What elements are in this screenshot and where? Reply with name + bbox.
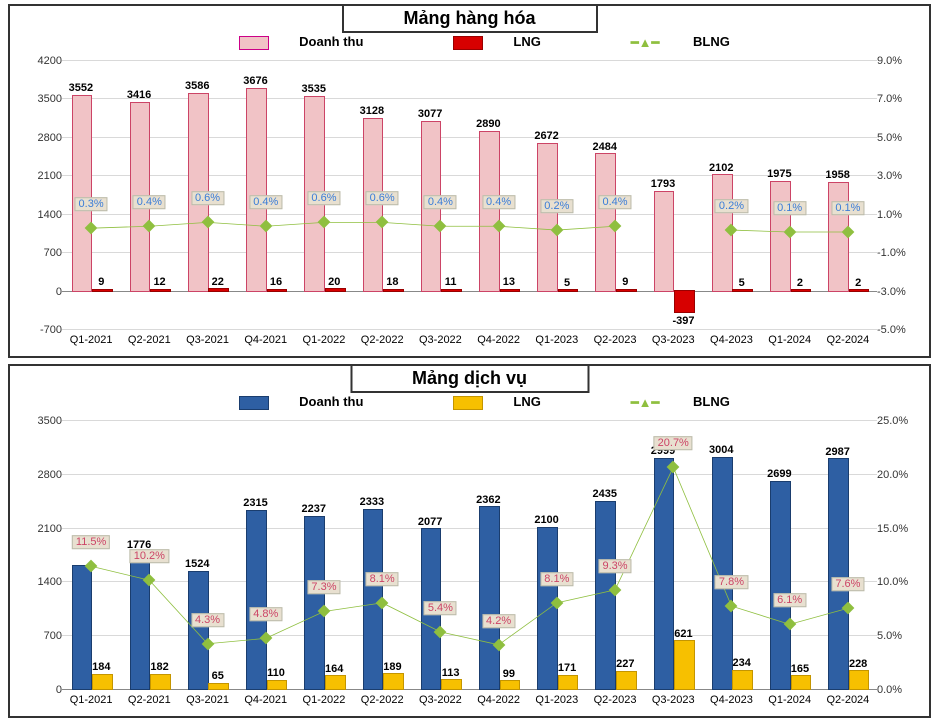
- chart2-legend: Doanh thuLNG━▲━ BLNG: [10, 394, 929, 411]
- chart2-plot: 1776152423152237233320772362210024352999…: [62, 421, 877, 690]
- chart-goods-panel: Mảng hàng hóa Doanh thuLNG━▲━ BLNG -7000…: [8, 4, 931, 358]
- chart1-y-right: -5.0%-3.0%-1.0%1.0%3.0%5.0%7.0%9.0%: [877, 61, 927, 330]
- chart2-title: Mảng dịch vụ: [350, 364, 589, 393]
- chart2-x-axis: Q1-2021Q2-2021Q3-2021Q4-2021Q1-2022Q2-20…: [62, 692, 877, 712]
- chart2-y-right: 0.0%5.0%10.0%15.0%20.0%25.0%: [877, 421, 927, 690]
- chart1-title: Mảng hàng hóa: [342, 4, 598, 33]
- chart-services-panel: Mảng dịch vụ Doanh thuLNG━▲━ BLNG 070014…: [8, 364, 931, 718]
- chart2-y-left: 07001400210028003500: [12, 421, 62, 690]
- chart1-x-axis: Q1-2021Q2-2021Q3-2021Q4-2021Q1-2022Q2-20…: [62, 332, 877, 352]
- chart1-plot: 3552341635863676353531283077289026722484…: [62, 61, 877, 330]
- chart1-legend: Doanh thuLNG━▲━ BLNG: [10, 34, 929, 51]
- chart1-y-left: -700070014002100280035004200: [12, 61, 62, 330]
